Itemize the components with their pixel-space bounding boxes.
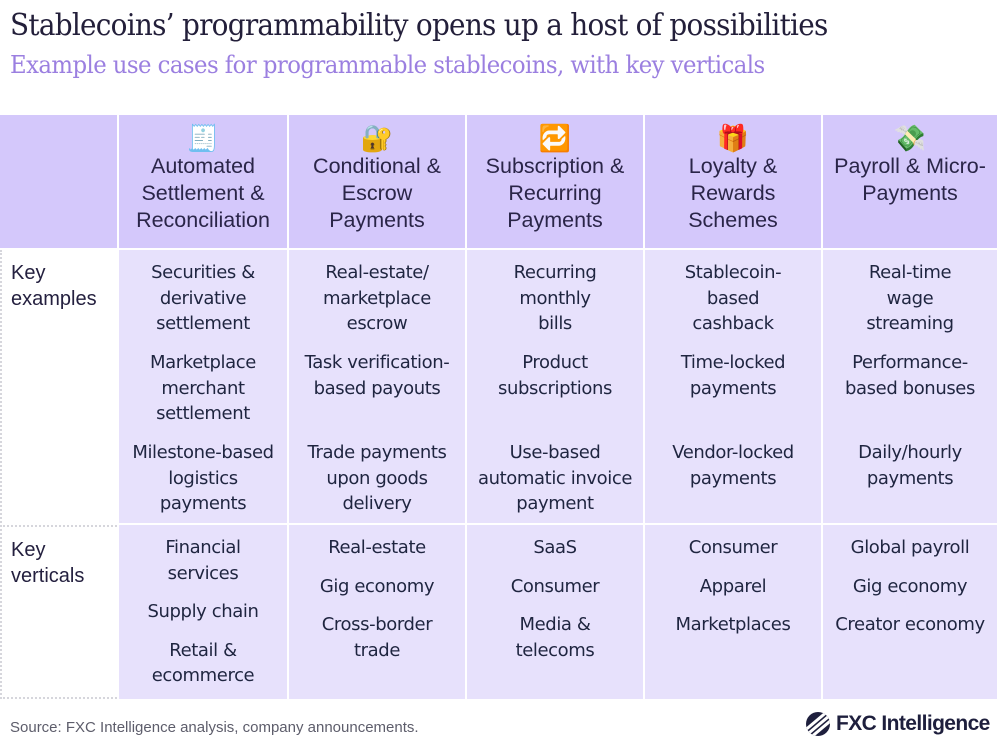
examples-cell-subscription-recurring-payments: Recurring monthly bills Product subscript… <box>467 250 643 523</box>
vertical-item: Cross-border trade <box>321 614 433 661</box>
column-header-conditional-escrow-payments: 🔐 Conditional & Escrow Payments <box>289 115 465 248</box>
gift-icon: 🎁 <box>716 123 750 153</box>
column-header-payroll-micro-payments: 💸 Payroll & Micro-Payments <box>823 115 997 248</box>
vertical-item: Supply chain <box>147 601 259 622</box>
column-header-label: Payroll & Micro-Payments <box>834 154 986 205</box>
lock-key-icon: 🔐 <box>360 123 394 153</box>
examples-cell-conditional-escrow-payments: Real-estate/ marketplace escrow Task veri… <box>289 250 465 523</box>
verticals-cell-automated-settlement-reconciliation: Financial services Supply chain Retail & e… <box>119 525 287 699</box>
page-title: Stablecoins’ programmability opens up a … <box>10 8 828 43</box>
row-label-key-verticals: Key verticals <box>0 525 117 699</box>
vertical-item: Marketplaces <box>675 614 791 635</box>
verticals-cell-conditional-escrow-payments: Real-estate Gig economy Cross-border trade <box>289 525 465 699</box>
vertical-item: Real-estate <box>328 537 426 558</box>
column-header-label: Loyalty & Rewards Schemes <box>688 154 778 232</box>
vertical-item: Financial services <box>165 537 241 584</box>
example-item: Real-estate/ marketplace escrow <box>323 262 431 334</box>
example-item: Securities & derivative settlement <box>151 262 255 334</box>
example-item: Milestone-based logistics payments <box>132 442 274 514</box>
vertical-item: Creator economy <box>835 614 985 635</box>
vertical-item: Gig economy <box>319 575 435 597</box>
repeat-arrows-icon: 🔁 <box>538 123 572 153</box>
examples-cell-payroll-micro-payments: Real-time wage streaming Performance- bas… <box>823 250 997 523</box>
example-item: Vendor-locked payments <box>672 442 794 489</box>
column-header-label: Conditional & Escrow Payments <box>313 154 441 232</box>
table-corner <box>0 115 117 248</box>
vertical-item: Apparel <box>699 575 767 597</box>
verticals-cell-loyalty-rewards-schemes: Consumer Apparel Marketplaces <box>645 525 821 699</box>
vertical-item: Gig economy <box>852 575 968 597</box>
vertical-item: Media & telecoms <box>515 614 595 661</box>
vertical-item: Global payroll <box>850 537 970 558</box>
page-subtitle: Example use cases for programmable stabl… <box>10 50 765 79</box>
vertical-item: Consumer <box>688 537 778 558</box>
example-item: Recurring monthly bills <box>513 262 597 334</box>
vertical-item: SaaS <box>533 537 577 558</box>
fxc-logo: FXC Intelligence <box>806 712 990 736</box>
examples-cell-loyalty-rewards-schemes: Stablecoin- based cashback Time-locked pa… <box>645 250 821 523</box>
example-item: Use-based automatic invoice payment <box>478 442 632 514</box>
example-item: Time-locked payments <box>680 352 786 399</box>
verticals-cell-subscription-recurring-payments: SaaS Consumer Media & telecoms <box>467 525 643 699</box>
example-item: Trade payments upon goods delivery <box>307 442 447 514</box>
column-header-subscription-recurring-payments: 🔁 Subscription & Recurring Payments <box>467 115 643 248</box>
column-header-automated-settlement-reconciliation: 🧾 Automated Settlement & Reconciliation <box>119 115 287 248</box>
logo-text: FXC Intelligence <box>836 712 990 735</box>
source-note: Source: FXC Intelligence analysis, compa… <box>10 719 419 736</box>
row-label-key-examples: Key examples <box>0 250 117 523</box>
verticals-cell-payroll-micro-payments: Global payroll Gig economy Creator economy <box>823 525 997 699</box>
example-item: Marketplace merchant settlement <box>150 352 256 424</box>
vertical-item: Consumer <box>510 575 600 597</box>
example-item: Product subscriptions <box>498 352 612 399</box>
fxc-logo-icon <box>806 712 830 736</box>
example-item: Task verification- based payouts <box>304 352 450 399</box>
money-wings-icon: 💸 <box>893 123 927 153</box>
example-item: Stablecoin- based cashback <box>684 262 782 334</box>
receipt-icon: 🧾 <box>186 123 220 153</box>
column-header-label: Automated Settlement & Reconciliation <box>136 154 270 232</box>
example-item: Daily/hourly payments <box>858 442 962 489</box>
examples-cell-automated-settlement-reconciliation: Securities & derivative settlement Market… <box>119 250 287 523</box>
column-header-loyalty-rewards-schemes: 🎁 Loyalty & Rewards Schemes <box>645 115 821 248</box>
example-item: Performance- based bonuses <box>845 352 975 399</box>
column-header-label: Subscription & Recurring Payments <box>485 154 625 232</box>
vertical-item: Retail & ecommerce <box>151 639 255 687</box>
example-item: Real-time wage streaming <box>866 262 954 334</box>
